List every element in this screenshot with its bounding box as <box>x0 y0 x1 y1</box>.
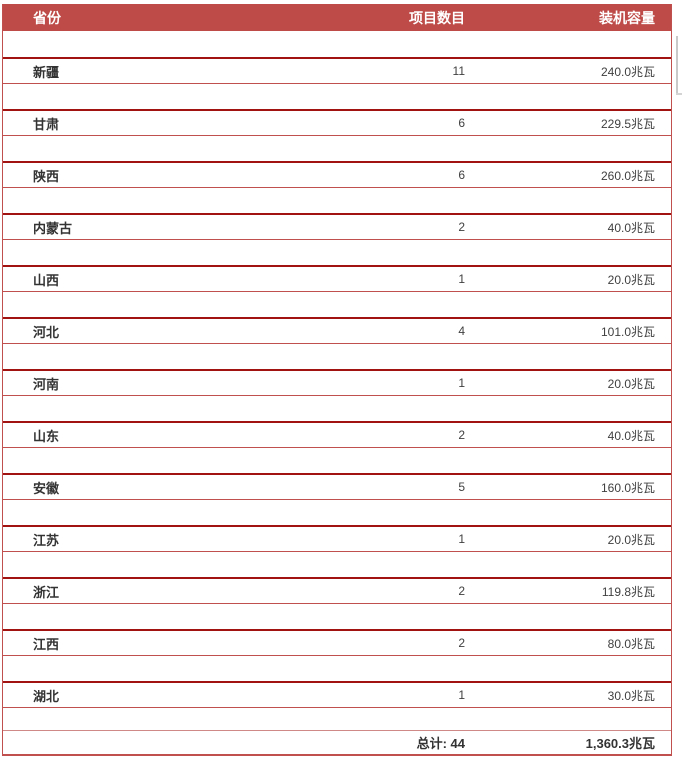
row-gap <box>3 188 671 213</box>
row-gap <box>3 604 671 629</box>
column-header-capacity: 装机容量 <box>599 9 655 26</box>
capacity-cell: 40.0兆瓦 <box>607 220 655 235</box>
row-gap <box>3 552 671 577</box>
projects-cell: 1 <box>458 532 465 546</box>
province-cell: 湖北 <box>33 688 60 704</box>
table-row: 安徽 5 160.0兆瓦 <box>3 473 671 500</box>
table-total-row: 总计: 44 1,360.3兆瓦 <box>3 730 671 756</box>
capacity-cell: 260.0兆瓦 <box>600 168 655 183</box>
province-cell: 江苏 <box>33 532 60 548</box>
projects-cell: 2 <box>458 636 465 650</box>
row-gap <box>3 344 671 369</box>
table-row: 浙江 2 119.8兆瓦 <box>3 577 671 604</box>
projects-cell: 2 <box>458 428 465 442</box>
projects-cell: 5 <box>458 480 465 494</box>
projects-cell: 1 <box>458 272 465 286</box>
table-row: 山西 1 20.0兆瓦 <box>3 265 671 292</box>
table-row: 湖北 1 30.0兆瓦 <box>3 681 671 708</box>
row-gap <box>3 240 671 265</box>
projects-cell: 2 <box>458 584 465 598</box>
projects-cell: 6 <box>458 168 465 182</box>
table-header-row: 省份 项目数目 装机容量 <box>3 4 671 31</box>
table-row: 陕西 6 260.0兆瓦 <box>3 161 671 188</box>
table-row: 内蒙古 2 40.0兆瓦 <box>3 213 671 240</box>
row-gap <box>3 292 671 317</box>
column-header-province: 省份 <box>33 9 61 26</box>
row-gap <box>3 708 671 730</box>
capacity-cell: 20.0兆瓦 <box>607 272 655 287</box>
row-gap <box>3 136 671 161</box>
province-cell: 河北 <box>33 324 60 340</box>
table-row: 河北 4 101.0兆瓦 <box>3 317 671 344</box>
projects-cell: 4 <box>458 324 465 338</box>
table-row: 江西 2 80.0兆瓦 <box>3 629 671 656</box>
province-cell: 安徽 <box>33 480 60 496</box>
province-cell: 甘肃 <box>33 116 60 132</box>
table-row: 新疆 11 240.0兆瓦 <box>3 57 671 84</box>
province-cell: 浙江 <box>33 584 60 600</box>
capacity-cell: 30.0兆瓦 <box>607 688 655 703</box>
table-row: 江苏 1 20.0兆瓦 <box>3 525 671 552</box>
row-gap <box>3 396 671 421</box>
province-cell: 内蒙古 <box>33 220 73 236</box>
projects-cell: 1 <box>458 376 465 390</box>
province-cell: 陕西 <box>33 168 60 184</box>
projects-cell: 6 <box>458 116 465 130</box>
province-cell: 山东 <box>33 428 60 444</box>
capacity-cell: 119.8兆瓦 <box>601 584 655 599</box>
capacity-cell: 20.0兆瓦 <box>607 376 655 391</box>
projects-cell: 2 <box>458 220 465 234</box>
table-row: 山东 2 40.0兆瓦 <box>3 421 671 448</box>
row-gap <box>3 656 671 681</box>
scrollbar-foot <box>676 93 682 95</box>
row-gap <box>3 448 671 473</box>
projects-cell: 1 <box>458 688 465 702</box>
table-row: 甘肃 6 229.5兆瓦 <box>3 109 671 136</box>
province-cell: 河南 <box>33 376 60 392</box>
row-gap <box>3 500 671 525</box>
capacity-cell: 40.0兆瓦 <box>607 428 655 443</box>
column-header-projects: 项目数目 <box>409 9 465 26</box>
total-capacity-cell: 1,360.3兆瓦 <box>585 736 655 751</box>
scrollbar-thumb[interactable] <box>676 36 678 94</box>
capacity-cell: 240.0兆瓦 <box>600 64 655 79</box>
total-projects-cell: 总计: 44 <box>416 736 465 751</box>
province-cell: 山西 <box>33 272 60 288</box>
capacity-cell: 20.0兆瓦 <box>607 532 655 547</box>
capacity-cell: 229.5兆瓦 <box>600 116 655 131</box>
capacity-table: 省份 项目数目 装机容量 新疆 11 240.0兆瓦 甘肃 6 229.5兆瓦 … <box>2 4 672 756</box>
projects-cell: 11 <box>452 64 465 78</box>
province-cell: 江西 <box>33 636 60 652</box>
capacity-cell: 160.0兆瓦 <box>600 480 655 495</box>
table-row: 河南 1 20.0兆瓦 <box>3 369 671 396</box>
row-gap <box>3 31 671 57</box>
province-cell: 新疆 <box>33 64 60 80</box>
capacity-cell: 101.0兆瓦 <box>600 324 655 339</box>
row-gap <box>3 84 671 109</box>
capacity-cell: 80.0兆瓦 <box>607 636 655 651</box>
